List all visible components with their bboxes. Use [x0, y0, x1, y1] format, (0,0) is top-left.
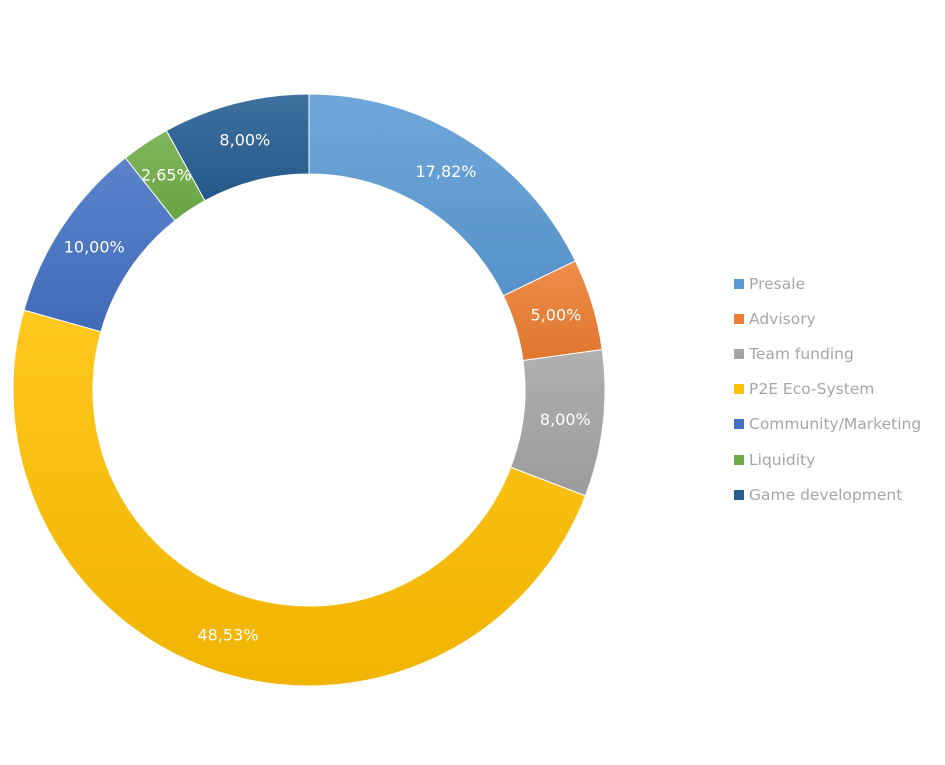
- chart-legend: Presale Advisory Team funding P2E Eco-Syste…: [734, 266, 921, 512]
- slice-label: 5,00%: [531, 306, 582, 325]
- legend-swatch: [734, 313, 744, 324]
- legend-label: Community/Marketing: [749, 415, 922, 434]
- legend-swatch: [734, 384, 744, 395]
- legend-swatch: [734, 454, 744, 465]
- legend-item: Game development: [734, 477, 921, 512]
- legend-label: Liquidity: [749, 450, 816, 469]
- slice-label: 8,00%: [219, 131, 270, 150]
- slice-presale: [308, 93, 577, 297]
- donut-slices: [12, 93, 606, 687]
- legend-label: Game development: [749, 485, 903, 504]
- legend-label: Team funding: [749, 344, 854, 363]
- legend-item: Team funding: [734, 336, 921, 371]
- slice-label: 48,53%: [197, 625, 258, 644]
- legend-swatch: [734, 348, 744, 359]
- slice-game-development: [165, 93, 310, 202]
- legend-swatch: [734, 489, 744, 500]
- legend-item: Advisory: [734, 301, 921, 336]
- legend-item: P2E Eco-System: [734, 372, 921, 407]
- legend-label: Presale: [749, 274, 806, 293]
- slice-labels: 17,82% 5,00% 8,00% 48,53% 10,00% 2,65% 8,00%: [64, 131, 591, 645]
- legend-swatch: [734, 278, 744, 289]
- slice-label: 10,00%: [64, 238, 125, 257]
- legend-label: Advisory: [749, 309, 816, 328]
- legend-item: Liquidity: [734, 442, 921, 477]
- slice-label: 8,00%: [540, 410, 591, 429]
- slice-p2e-eco-system: [12, 309, 587, 687]
- slice-label: 2,65%: [141, 166, 192, 185]
- slice-label: 17,82%: [416, 162, 477, 181]
- legend-label: P2E Eco-System: [749, 380, 875, 399]
- legend-item: Community/Marketing: [734, 407, 921, 442]
- legend-swatch: [734, 419, 744, 430]
- legend-item: Presale: [734, 266, 921, 301]
